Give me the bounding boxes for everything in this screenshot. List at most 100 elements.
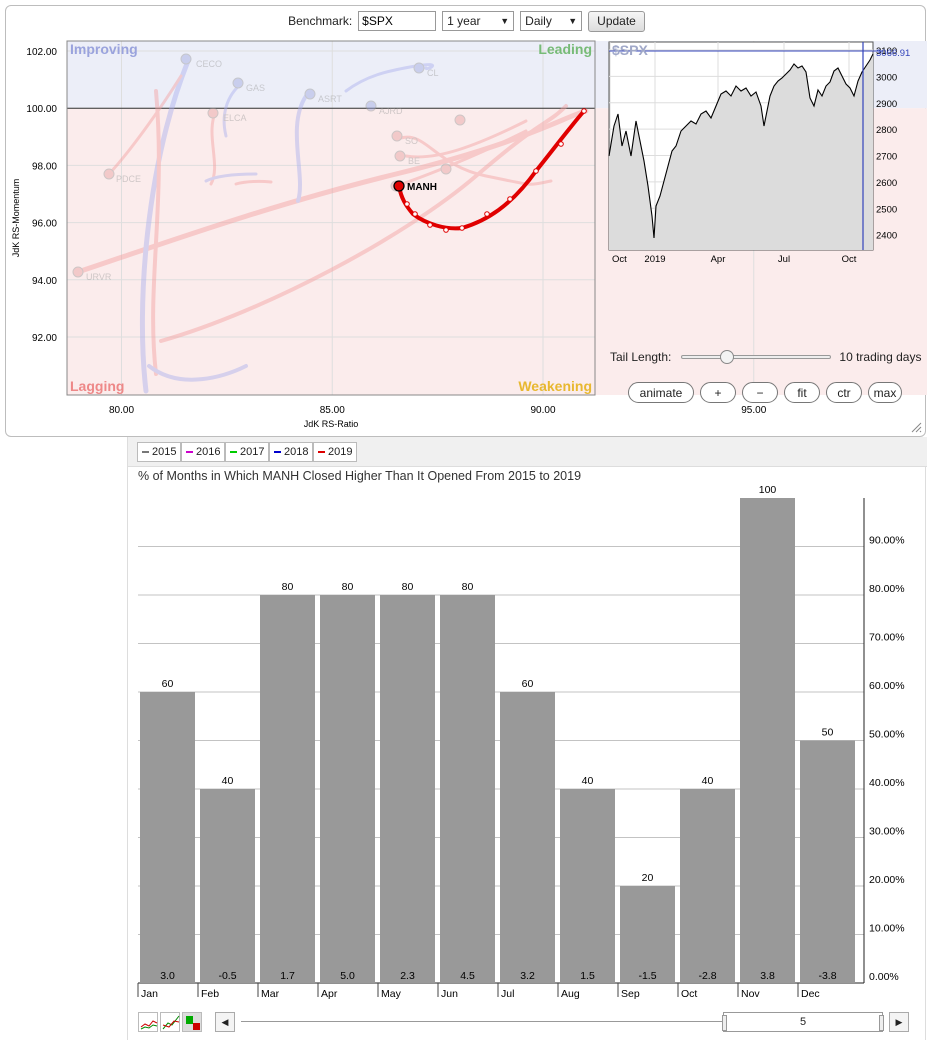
center-button[interactable]: ctr: [826, 382, 862, 403]
faded-tail: [151, 89, 161, 376]
zoom-out-button[interactable]: −: [742, 382, 778, 403]
bar-change-label: -0.5: [218, 970, 236, 982]
faded-tail: [344, 63, 434, 93]
y-tick-label: 0.00%: [869, 971, 899, 983]
faded-tail: [139, 58, 191, 394]
quadrant-label-lagging: Lagging: [70, 378, 124, 394]
bar-value-label: 80: [282, 581, 294, 593]
y-tick-label: 96.00: [32, 219, 57, 230]
fit-button[interactable]: fit: [784, 382, 820, 403]
scroll-right-icon[interactable]: ▶: [889, 1012, 909, 1032]
faded-tail: [75, 108, 589, 275]
bar: [680, 789, 735, 983]
year-swatch: [274, 451, 281, 453]
benchmark-label: Benchmark:: [288, 14, 353, 28]
trend-chart-icon[interactable]: [160, 1012, 180, 1032]
bar: [500, 692, 555, 983]
spx-y-tick: 2700: [876, 152, 897, 163]
slider-thumb[interactable]: [720, 350, 735, 364]
y-tick-label: 40.00%: [869, 777, 905, 789]
y-tick-label: 80.00%: [869, 583, 905, 595]
scroll-track[interactable]: [241, 1021, 731, 1022]
spx-chart: 3100 3000 2900 2800 2700 2600 2500 2400 Oct 2019 A…: [608, 41, 910, 265]
faded-node: [391, 130, 403, 142]
quadrant-label-weakening: Weakening: [518, 378, 592, 394]
bar-chart-icon[interactable]: [182, 1012, 202, 1032]
faded-node: [394, 150, 406, 162]
faded-node: [232, 77, 244, 89]
max-button[interactable]: max: [868, 382, 902, 403]
spx-last-value: 3066.91: [876, 48, 910, 59]
bar-change-label: 2.3: [400, 970, 415, 982]
bar: [440, 595, 495, 983]
manh-tail-node: [427, 222, 433, 228]
bar: [620, 886, 675, 983]
year-label: 2019: [328, 446, 353, 458]
update-button[interactable]: Update: [588, 10, 645, 32]
x-tick-label: 85.00: [320, 405, 345, 416]
animate-button[interactable]: animate: [628, 382, 694, 403]
bar: [140, 692, 195, 983]
faded-node: [365, 100, 377, 112]
manh-tail-node: [443, 227, 449, 233]
year-swatch: [230, 451, 237, 453]
bar-value-label: 60: [162, 678, 174, 690]
quadrant-label-leading: Leading: [538, 41, 592, 57]
x-tick-label: Jun: [441, 988, 458, 1000]
year-swatch: [142, 451, 149, 453]
faded-tail-label: AJRD: [379, 106, 403, 116]
faded-tail-label: BE: [408, 156, 420, 166]
resize-grip-icon[interactable]: [910, 421, 922, 433]
year-toggle-2019[interactable]: 2019: [313, 442, 358, 462]
faded-node: [72, 266, 84, 278]
y-tick-label: 10.00%: [869, 923, 905, 935]
period-value: 1 year: [447, 14, 481, 28]
scroll-value[interactable]: 5: [722, 1012, 884, 1032]
period-scrollbar[interactable]: ◀ 5 ▶: [215, 1012, 909, 1032]
tail-length-control: Tail Length: 10 trading days: [610, 349, 926, 365]
manh-tail-node: [412, 211, 418, 217]
x-tick-label: Jan: [141, 988, 158, 1000]
y-tick-label: 102.00: [26, 47, 57, 58]
year-toggle-2017[interactable]: 2017: [225, 442, 270, 462]
tail-length-slider[interactable]: [681, 350, 832, 364]
bar-change-label: 1.5: [580, 970, 595, 982]
faded-tail-label: URVR: [86, 272, 112, 282]
spx-y-tick: 3000: [876, 72, 897, 83]
year-label: 2015: [152, 446, 177, 458]
faded-node: [103, 168, 115, 180]
spx-area: [609, 54, 873, 250]
tail-length-value: 10 trading days: [839, 350, 922, 364]
benchmark-input[interactable]: [358, 11, 437, 31]
year-toggle-2018[interactable]: 2018: [269, 442, 314, 462]
line-chart-icon[interactable]: [138, 1012, 158, 1032]
period-select[interactable]: 1 year ▼: [442, 11, 515, 31]
x-tick-label: Sep: [621, 988, 640, 1000]
rrg-panel: Benchmark: 1 year ▼ Daily ▼ Update 80.00 85…: [5, 5, 927, 437]
manh-tail-node: [507, 196, 513, 202]
spx-x-tick: Apr: [711, 254, 726, 265]
bar-change-label: -2.8: [698, 970, 716, 982]
spx-y-tick: 2600: [876, 178, 897, 189]
faded-node: [180, 53, 192, 65]
zoom-in-button[interactable]: +: [700, 382, 736, 403]
bar-value-label: 60: [522, 678, 534, 690]
manh-tail-node: [533, 168, 539, 174]
faded-tail: [399, 135, 553, 186]
manh-tail-node: [484, 211, 490, 217]
chevron-down-icon: ▼: [500, 16, 510, 26]
year-toggle-2015[interactable]: 2015: [137, 442, 182, 462]
year-toggle-2016[interactable]: 2016: [181, 442, 226, 462]
manh-label: MANH: [407, 182, 437, 193]
faded-tail-label: ELCA: [223, 113, 247, 123]
manh-tail-node: [459, 225, 465, 231]
bar-value-label: 40: [702, 775, 714, 787]
bar-value-label: 100: [759, 484, 777, 496]
scroll-left-icon[interactable]: ◀: [215, 1012, 235, 1032]
faded-tail: [294, 94, 308, 203]
faded-tail-label: CL: [427, 68, 439, 78]
manh-tail-node: [404, 201, 410, 207]
bar-value-label: 80: [462, 581, 474, 593]
spx-x-tick: Oct: [842, 254, 857, 265]
interval-select[interactable]: Daily ▼: [520, 11, 583, 31]
